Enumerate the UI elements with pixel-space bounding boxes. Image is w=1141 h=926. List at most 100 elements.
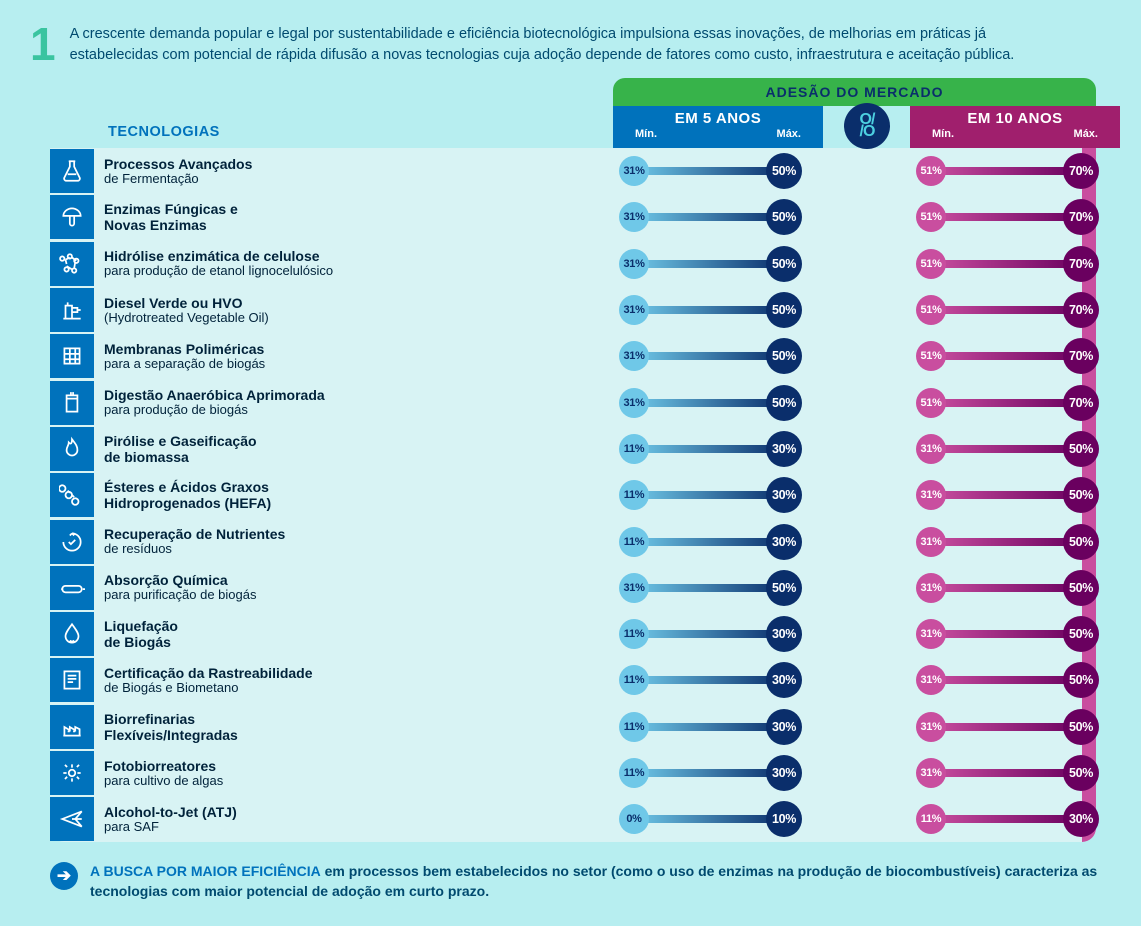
min5-bubble: 31% — [619, 156, 649, 186]
five-year-bar: 11% 30% — [604, 473, 814, 517]
table-row: Digestão Anaeróbica Aprimorada para prod… — [50, 380, 1111, 426]
factory-icon — [50, 705, 94, 749]
min10-bubble: 31% — [916, 527, 946, 557]
max10-bubble: 70% — [1063, 199, 1099, 235]
recycle-icon — [50, 520, 94, 564]
max5-bubble: 50% — [766, 153, 802, 189]
tech-name: Digestão Anaeróbica Aprimorada para prod… — [104, 387, 604, 418]
tech-name: Membranas Poliméricas para a separação d… — [104, 341, 604, 372]
section-number: 1 — [30, 24, 56, 65]
table-row: Membranas Poliméricas para a separação d… — [50, 333, 1111, 379]
footer-text: A BUSCA POR MAIOR EFICIÊNCIA em processo… — [90, 862, 1100, 901]
min10-bubble: 51% — [916, 341, 946, 371]
flask-icon — [50, 149, 94, 193]
tech-column-header: TECNOLOGIAS — [108, 124, 220, 140]
five-year-bar: 31% 50% — [604, 381, 814, 425]
min5-bubble: 0% — [619, 804, 649, 834]
cyl-icon — [50, 566, 94, 610]
min10-bubble: 51% — [916, 249, 946, 279]
max10-bubble: 50% — [1063, 570, 1099, 606]
max10-bubble: 70% — [1063, 246, 1099, 282]
min5-bubble: 31% — [619, 388, 649, 418]
tech-name: Ésteres e Ácidos Graxos Hidroprogenados … — [104, 479, 604, 511]
mol-icon — [50, 242, 94, 286]
min10-bubble: 51% — [916, 388, 946, 418]
ten-year-bar: 31% 50% — [901, 520, 1111, 564]
min5-bubble: 11% — [619, 712, 649, 742]
max5-bubble: 30% — [766, 477, 802, 513]
five-year-bar: 31% 50% — [604, 288, 814, 332]
ten-year-bar: 51% 70% — [901, 195, 1111, 239]
ten-year-bar: 31% 50% — [901, 566, 1111, 610]
min10-bubble: 31% — [916, 665, 946, 695]
intro-paragraph: A crescente demanda popular e legal por … — [70, 24, 1070, 66]
arrow-right-icon: ➔ — [50, 862, 78, 890]
ten-year-bar: 31% 50% — [901, 612, 1111, 656]
table-row: Certificação da Rastreabilidade de Biogá… — [50, 657, 1111, 703]
table-row: Liquefação de Biogás 11% 30% 31% 50% — [50, 611, 1111, 657]
max10-bubble: 70% — [1063, 153, 1099, 189]
max5-bubble: 50% — [766, 570, 802, 606]
five-year-bar: 11% 30% — [604, 705, 814, 749]
ten-year-bar: 51% 70% — [901, 334, 1111, 378]
ten-year-bar: 31% 50% — [901, 427, 1111, 471]
max5-bubble: 30% — [766, 709, 802, 745]
ten-year-bar: 51% 70% — [901, 149, 1111, 193]
max5-bubble: 50% — [766, 199, 802, 235]
ten-year-bar: 51% 70% — [901, 288, 1111, 332]
min5-bubble: 11% — [619, 480, 649, 510]
drop-icon — [50, 612, 94, 656]
ten-year-title: EM 10 ANOS — [910, 110, 1120, 127]
table-row: Enzimas Fúngicas e Novas Enzimas 31% 50%… — [50, 194, 1111, 240]
ten-year-bar: 11% 30% — [901, 797, 1111, 841]
table-row: Ésteres e Ácidos Graxos Hidroprogenados … — [50, 472, 1111, 518]
tech-name: Alcohol-to-Jet (ATJ) para SAF — [104, 804, 604, 835]
five-year-bar: 31% 50% — [604, 149, 814, 193]
table-row: Biorrefinarias Flexíveis/Integradas 11% … — [50, 704, 1111, 750]
tech-name: Hidrólise enzimática de celulose para pr… — [104, 248, 604, 279]
max10-bubble: 50% — [1063, 616, 1099, 652]
table-row: Diesel Verde ou HVO (Hydrotreated Vegeta… — [50, 287, 1111, 333]
five-year-bar: 31% 50% — [604, 334, 814, 378]
min5-bubble: 11% — [619, 758, 649, 788]
max5-bubble: 50% — [766, 338, 802, 374]
pump-icon — [50, 288, 94, 332]
tech-name: Liquefação de Biogás — [104, 618, 604, 650]
max10-bubble: 50% — [1063, 662, 1099, 698]
table-row: Processos Avançados de Fermentação 31% 5… — [50, 148, 1111, 194]
tank-icon — [50, 381, 94, 425]
max10-bubble: 30% — [1063, 801, 1099, 837]
grid-icon — [50, 334, 94, 378]
max5-bubble: 10% — [766, 801, 802, 837]
min10-bubble: 31% — [916, 619, 946, 649]
mushroom-icon — [50, 195, 94, 239]
min10-bubble: 11% — [916, 804, 946, 834]
table-row: Recuperação de Nutrientes de resíduos 11… — [50, 518, 1111, 564]
tech-name: Fotobiorreatores para cultivo de algas — [104, 758, 604, 789]
five-year-bar: 11% 30% — [604, 520, 814, 564]
min5-bubble: 31% — [619, 249, 649, 279]
ten-year-bar: 51% 70% — [901, 381, 1111, 425]
min5-bubble: 31% — [619, 202, 649, 232]
max5-bubble: 50% — [766, 385, 802, 421]
tech-name: Biorrefinarias Flexíveis/Integradas — [104, 711, 604, 743]
percent-badge: O//O — [844, 103, 890, 149]
min10-bubble: 51% — [916, 156, 946, 186]
five-year-title: EM 5 ANOS — [613, 110, 823, 127]
table-row: Fotobiorreatores para cultivo de algas 1… — [50, 750, 1111, 796]
five-year-bar: 11% 30% — [604, 658, 814, 702]
cert-icon — [50, 658, 94, 702]
min5-bubble: 11% — [619, 665, 649, 695]
min5-bubble: 11% — [619, 619, 649, 649]
ten-year-bar: 31% 50% — [901, 473, 1111, 517]
max10-bubble: 50% — [1063, 524, 1099, 560]
tech-name: Diesel Verde ou HVO (Hydrotreated Vegeta… — [104, 295, 604, 326]
footer-bold: A BUSCA POR MAIOR EFICIÊNCIA — [90, 863, 321, 879]
ten-year-header: EM 10 ANOS Mín. Máx. — [910, 106, 1120, 148]
five-year-header: EM 5 ANOS Mín. Máx. — [613, 106, 823, 148]
ten-year-bar: 31% 50% — [901, 751, 1111, 795]
min10-bubble: 31% — [916, 480, 946, 510]
min10-bubble: 31% — [916, 758, 946, 788]
table-row: Absorção Química para purificação de bio… — [50, 565, 1111, 611]
five-year-bar: 11% 30% — [604, 427, 814, 471]
